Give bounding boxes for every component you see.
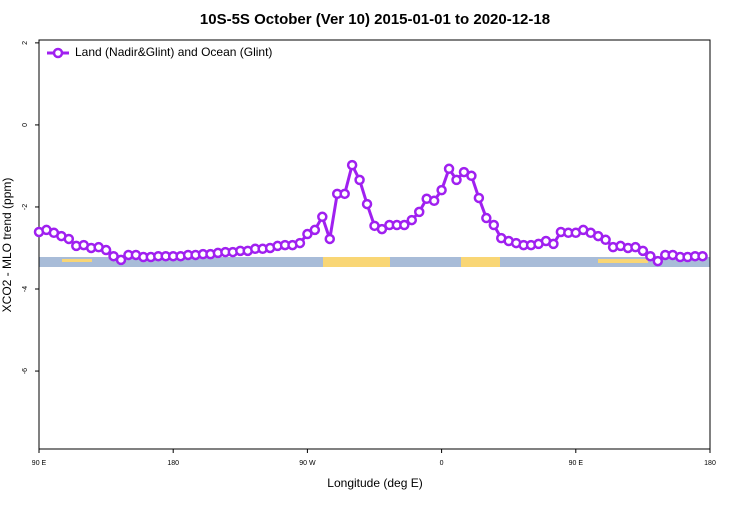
- data-point: [406, 214, 418, 226]
- y-tick-label: 2: [22, 41, 29, 45]
- x-tick-label: 90 E: [32, 460, 47, 467]
- data-point: [115, 254, 127, 266]
- data-point: [645, 250, 656, 262]
- data-point: [413, 206, 425, 218]
- data-point: [466, 170, 477, 182]
- data-point: [428, 195, 440, 207]
- x-tick-label: 90 E: [569, 460, 584, 467]
- data-point: [697, 250, 708, 262]
- land-ocean-strip: [39, 257, 710, 267]
- y-axis-label: XCO2 - MLO trend (ppm): [0, 178, 14, 313]
- data-point: [481, 212, 492, 224]
- land-band: [461, 257, 500, 267]
- data-point: [436, 184, 447, 196]
- data-point: [451, 174, 462, 186]
- chart-title: 10S-5S October (Ver 10) 2015-01-01 to 20…: [200, 11, 550, 28]
- x-tick-label: 90 W: [299, 460, 316, 467]
- data-point: [294, 237, 306, 249]
- y-tick-label: -2: [22, 204, 29, 210]
- land-band: [323, 257, 390, 267]
- legend-marker: [52, 47, 64, 59]
- data-point: [488, 219, 500, 231]
- data-point: [443, 163, 455, 175]
- land-band: [62, 259, 92, 262]
- data-point: [652, 255, 664, 267]
- data-point: [302, 228, 313, 240]
- y-tick-label: -4: [22, 286, 29, 292]
- data-point: [361, 198, 373, 210]
- data-point: [309, 224, 321, 236]
- data-point: [399, 219, 410, 231]
- legend-label: Land (Nadir&Glint) and Ocean (Glint): [75, 45, 272, 59]
- y-tick-label: -6: [22, 368, 29, 374]
- x-tick-label: 180: [167, 460, 179, 467]
- data-point: [376, 223, 388, 235]
- x-axis-label: Longitude (deg E): [327, 476, 422, 490]
- data-point: [600, 234, 611, 246]
- y-tick-label: 0: [22, 123, 29, 127]
- land-band: [598, 259, 648, 263]
- data-point: [637, 245, 649, 257]
- data-point: [100, 244, 112, 256]
- data-point: [324, 233, 336, 245]
- data-point: [63, 233, 75, 245]
- plot-frame: [38, 39, 711, 450]
- data-point: [317, 211, 328, 223]
- data-point: [548, 238, 559, 250]
- x-tick-label: 180: [704, 460, 716, 467]
- data-point: [339, 188, 350, 200]
- data-point: [346, 159, 358, 171]
- x-tick-label: 0: [440, 460, 444, 467]
- data-point: [473, 192, 485, 204]
- data-point: [354, 174, 365, 186]
